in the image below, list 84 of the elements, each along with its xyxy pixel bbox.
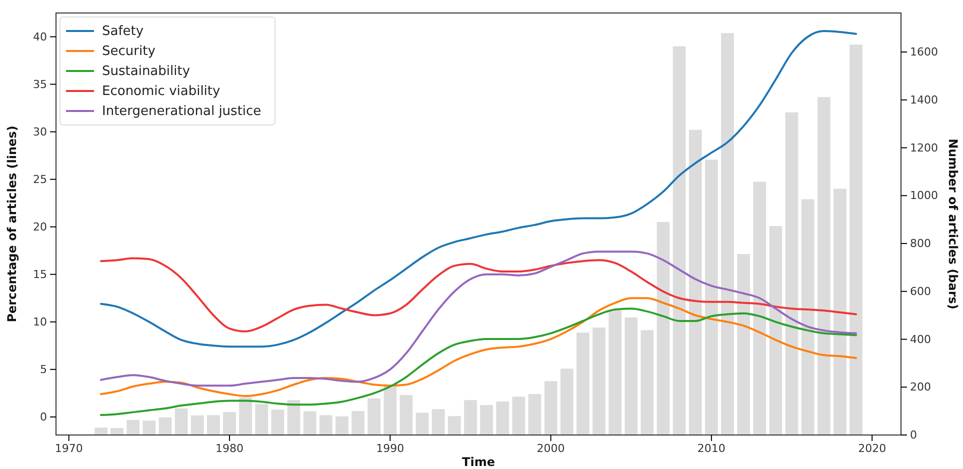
y2-tick-label: 400 [910, 332, 931, 346]
y2-tick-label: 200 [910, 380, 931, 394]
bar [496, 401, 510, 435]
bar [624, 317, 638, 435]
bar [850, 44, 862, 435]
line-series [100, 308, 858, 416]
bar [769, 226, 782, 435]
bar [544, 381, 558, 435]
bar [400, 395, 413, 435]
bar [721, 33, 734, 435]
bar [608, 310, 622, 435]
bar [592, 328, 606, 435]
y-tick-label: 15 [33, 268, 47, 281]
bar [512, 396, 526, 435]
bar [640, 330, 654, 435]
bar [656, 222, 670, 435]
bar [672, 46, 686, 435]
x-tick-label: 2020 [858, 442, 886, 455]
y2-tick-label: 1600 [910, 46, 938, 59]
bar [432, 409, 445, 435]
bar [319, 415, 332, 435]
line-series [100, 297, 858, 398]
bar [174, 408, 188, 435]
x-tick-label: 1990 [376, 442, 404, 455]
bar [384, 386, 397, 435]
bar [464, 400, 477, 435]
y-tick-label: 0 [40, 410, 47, 424]
bar [801, 199, 814, 435]
bar [158, 417, 172, 435]
y-axis-title: Percentage of articles (lines) [5, 126, 19, 322]
bar [239, 397, 252, 435]
y2-tick-label: 0 [910, 428, 917, 442]
y2-axis-title: Number of articles (bars) [946, 138, 960, 310]
bar [448, 416, 461, 435]
y2-tick-label: 600 [910, 284, 931, 298]
y2-tick-label: 1200 [910, 141, 938, 154]
bar [142, 420, 156, 435]
bar [352, 411, 364, 435]
legend-label: Intergenerational justice [102, 104, 262, 119]
bar [480, 405, 493, 435]
bar [737, 254, 750, 435]
bar [271, 410, 284, 435]
y-tick-label: 25 [33, 172, 47, 186]
bar [110, 428, 124, 435]
x-tick-label: 2010 [697, 442, 726, 455]
bar [190, 415, 204, 435]
x-tick-label: 1970 [54, 442, 83, 455]
bar [834, 188, 846, 435]
bar [207, 415, 220, 435]
legend-label: Economic viability [102, 84, 221, 99]
y-tick-label: 10 [33, 315, 47, 328]
bar [287, 400, 300, 435]
bar [528, 394, 542, 435]
bar [785, 112, 798, 435]
y-tick-label: 20 [33, 220, 47, 234]
y2-tick-label: 1400 [910, 93, 938, 106]
bar [94, 428, 108, 435]
y-tick-label: 5 [40, 362, 47, 376]
legend-label: Security [102, 44, 156, 59]
bar [753, 182, 766, 435]
x-tick-label: 2000 [536, 442, 565, 455]
line-series [100, 257, 858, 332]
bar [336, 416, 348, 435]
bar [817, 97, 830, 435]
legend-label: Safety [102, 24, 144, 39]
y2-tick-label: 800 [910, 237, 931, 250]
bar [303, 411, 316, 435]
bar [255, 404, 268, 435]
y-tick-label: 35 [33, 78, 47, 91]
bar [560, 368, 574, 435]
bar [688, 130, 702, 435]
bar [416, 412, 429, 435]
bar [368, 398, 381, 435]
bar [705, 160, 718, 435]
x-axis-title: Time [462, 455, 495, 469]
line-series [100, 250, 858, 387]
legend-label: Sustainability [102, 64, 190, 79]
bar [126, 420, 140, 435]
bar [576, 332, 590, 435]
y-tick-label: 30 [33, 125, 47, 138]
y2-tick-label: 1000 [910, 189, 938, 202]
x-tick-label: 1980 [216, 442, 244, 455]
bar [223, 412, 236, 435]
y-tick-label: 40 [33, 30, 47, 44]
